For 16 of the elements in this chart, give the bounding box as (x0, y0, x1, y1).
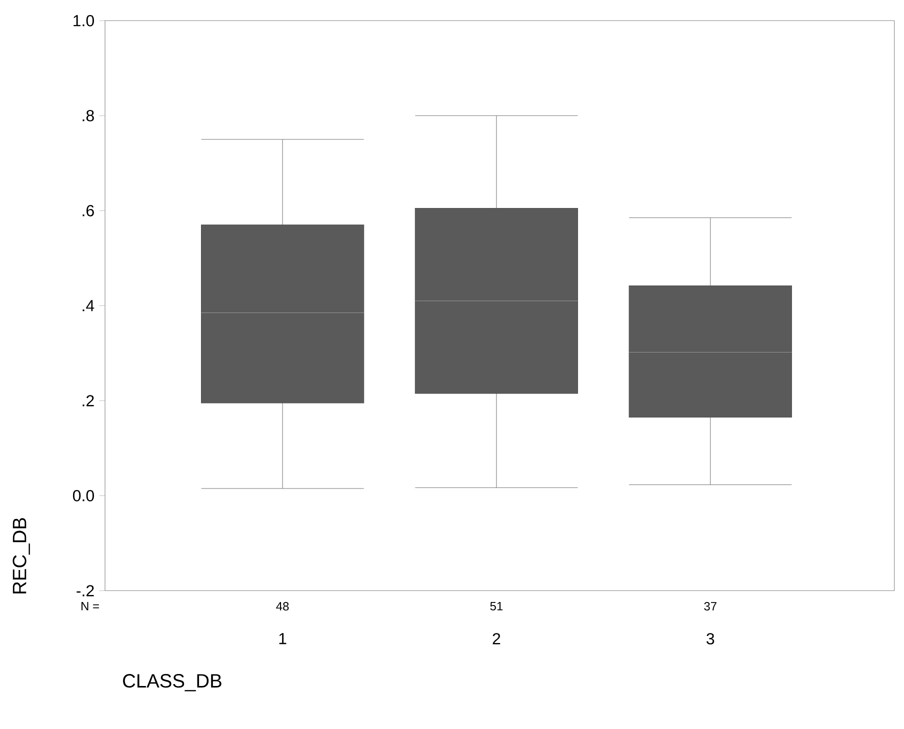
y-axis-title: REC_DB (12, 518, 30, 594)
text: 51 (490, 602, 503, 610)
y-tick-label: -.2 (76, 584, 94, 596)
y-tick-label: .4 (82, 300, 94, 312)
x-tick-label: 2 (492, 632, 500, 644)
y-tick-label: .8 (82, 110, 94, 122)
x-axis-title: CLASS_DB (123, 674, 222, 692)
y-tick-label: .6 (82, 204, 94, 216)
y-tick-label: 1.0 (74, 14, 94, 26)
text: 37 (704, 602, 716, 610)
x-tick-label: 3 (706, 632, 714, 644)
x-tick-label: 1 (279, 632, 286, 644)
y-tick-label: 0.0 (72, 490, 94, 502)
y-tick-label: .2 (82, 394, 94, 406)
text: N = (82, 602, 99, 610)
text: 48 (276, 602, 289, 610)
